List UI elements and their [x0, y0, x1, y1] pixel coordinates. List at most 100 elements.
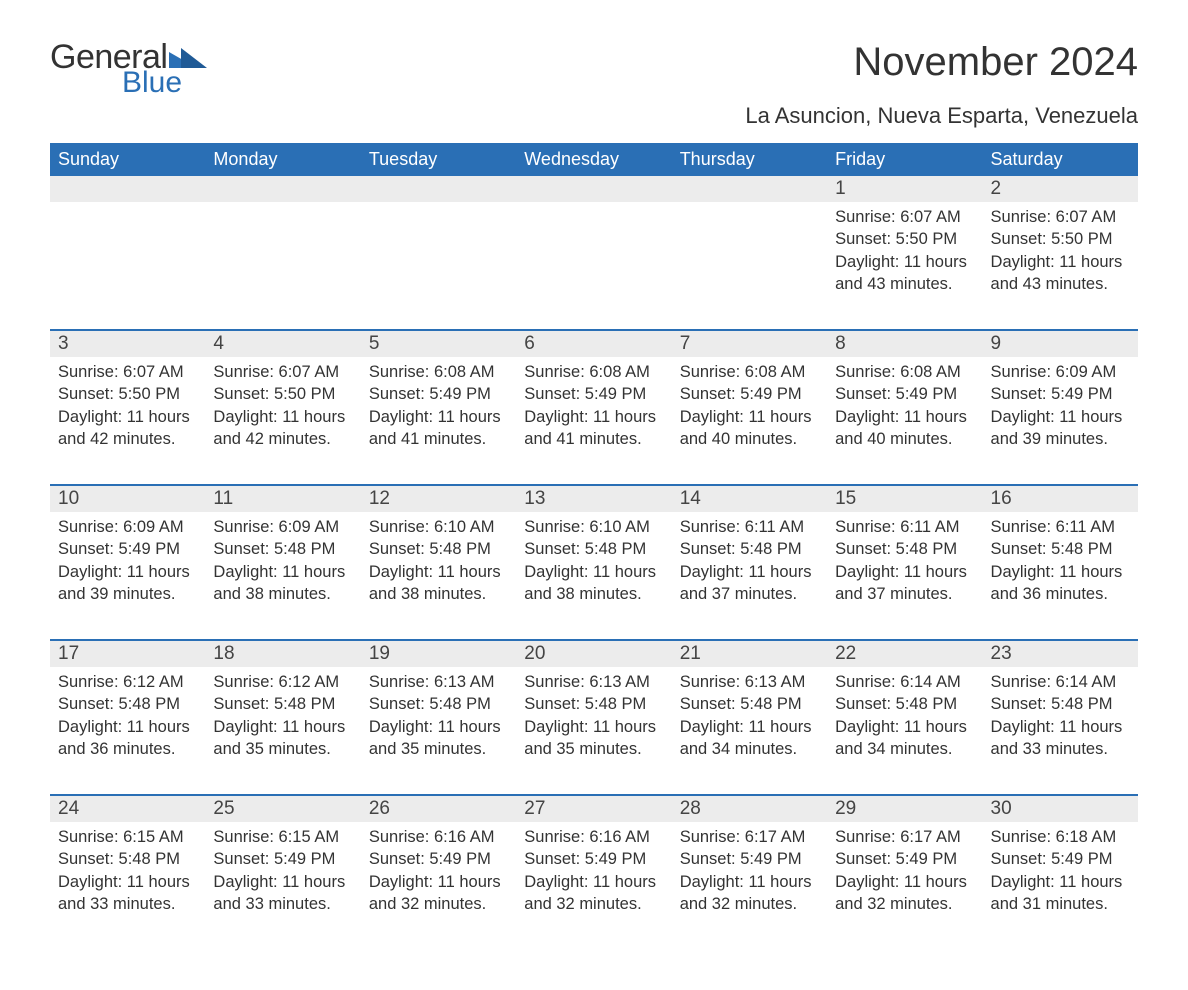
location-text: La Asuncion, Nueva Esparta, Venezuela	[745, 103, 1138, 129]
day-number-cell: 15	[827, 485, 982, 512]
day-number-cell	[672, 176, 827, 202]
day-number-cell: 4	[205, 330, 360, 357]
day-day2-text: and 40 minutes.	[680, 428, 819, 450]
day-day2-text: and 43 minutes.	[991, 273, 1130, 295]
day-day2-text: and 33 minutes.	[213, 893, 352, 915]
day-detail-cell: Sunrise: 6:11 AMSunset: 5:48 PMDaylight:…	[983, 512, 1138, 640]
day-number-cell: 23	[983, 640, 1138, 667]
day-sunset-text: Sunset: 5:49 PM	[524, 383, 663, 405]
day-detail-cell: Sunrise: 6:11 AMSunset: 5:48 PMDaylight:…	[827, 512, 982, 640]
day-day1-text: Daylight: 11 hours	[58, 406, 197, 428]
day-sunset-text: Sunset: 5:48 PM	[680, 693, 819, 715]
day-sunrise-text: Sunrise: 6:18 AM	[991, 826, 1130, 848]
day-day2-text: and 32 minutes.	[680, 893, 819, 915]
day-day1-text: Daylight: 11 hours	[524, 716, 663, 738]
day-sunrise-text: Sunrise: 6:11 AM	[680, 516, 819, 538]
day-day1-text: Daylight: 11 hours	[369, 406, 508, 428]
day-detail-cell: Sunrise: 6:12 AMSunset: 5:48 PMDaylight:…	[205, 667, 360, 795]
day-day1-text: Daylight: 11 hours	[835, 406, 974, 428]
day-detail-cell	[205, 202, 360, 330]
day-detail-cell: Sunrise: 6:07 AMSunset: 5:50 PMDaylight:…	[983, 202, 1138, 330]
day-detail-cell	[361, 202, 516, 330]
day-day1-text: Daylight: 11 hours	[213, 716, 352, 738]
day-number-cell: 8	[827, 330, 982, 357]
day-number-row: 12	[50, 176, 1138, 202]
day-sunrise-text: Sunrise: 6:16 AM	[369, 826, 508, 848]
day-detail-cell: Sunrise: 6:08 AMSunset: 5:49 PMDaylight:…	[827, 357, 982, 485]
day-sunrise-text: Sunrise: 6:08 AM	[369, 361, 508, 383]
day-number-cell: 28	[672, 795, 827, 822]
day-day1-text: Daylight: 11 hours	[680, 716, 819, 738]
weekday-header: Tuesday	[361, 143, 516, 176]
day-sunset-text: Sunset: 5:49 PM	[991, 848, 1130, 870]
day-day2-text: and 33 minutes.	[991, 738, 1130, 760]
day-sunset-text: Sunset: 5:49 PM	[835, 383, 974, 405]
day-number-cell	[516, 176, 671, 202]
day-day1-text: Daylight: 11 hours	[524, 871, 663, 893]
day-detail-cell: Sunrise: 6:16 AMSunset: 5:49 PMDaylight:…	[361, 822, 516, 950]
day-number-cell: 5	[361, 330, 516, 357]
day-day2-text: and 41 minutes.	[369, 428, 508, 450]
day-detail-cell: Sunrise: 6:07 AMSunset: 5:50 PMDaylight:…	[205, 357, 360, 485]
day-day2-text: and 38 minutes.	[213, 583, 352, 605]
day-sunrise-text: Sunrise: 6:12 AM	[213, 671, 352, 693]
day-number-cell: 1	[827, 176, 982, 202]
weekday-header: Wednesday	[516, 143, 671, 176]
weekday-header: Saturday	[983, 143, 1138, 176]
day-number-cell	[50, 176, 205, 202]
day-day1-text: Daylight: 11 hours	[213, 561, 352, 583]
day-day2-text: and 36 minutes.	[58, 738, 197, 760]
day-day1-text: Daylight: 11 hours	[58, 716, 197, 738]
day-sunset-text: Sunset: 5:48 PM	[58, 693, 197, 715]
day-day1-text: Daylight: 11 hours	[680, 871, 819, 893]
day-detail-cell: Sunrise: 6:14 AMSunset: 5:48 PMDaylight:…	[983, 667, 1138, 795]
day-day1-text: Daylight: 11 hours	[58, 871, 197, 893]
day-detail-row: Sunrise: 6:07 AMSunset: 5:50 PMDaylight:…	[50, 357, 1138, 485]
day-detail-cell	[516, 202, 671, 330]
day-day1-text: Daylight: 11 hours	[213, 871, 352, 893]
day-day2-text: and 34 minutes.	[680, 738, 819, 760]
day-day1-text: Daylight: 11 hours	[835, 561, 974, 583]
day-sunset-text: Sunset: 5:50 PM	[213, 383, 352, 405]
day-detail-cell: Sunrise: 6:13 AMSunset: 5:48 PMDaylight:…	[516, 667, 671, 795]
day-detail-cell: Sunrise: 6:09 AMSunset: 5:49 PMDaylight:…	[983, 357, 1138, 485]
day-sunrise-text: Sunrise: 6:09 AM	[58, 516, 197, 538]
day-day1-text: Daylight: 11 hours	[680, 406, 819, 428]
day-number-cell: 30	[983, 795, 1138, 822]
day-sunset-text: Sunset: 5:49 PM	[369, 383, 508, 405]
day-sunrise-text: Sunrise: 6:07 AM	[991, 206, 1130, 228]
day-detail-cell: Sunrise: 6:15 AMSunset: 5:48 PMDaylight:…	[50, 822, 205, 950]
day-number-cell: 14	[672, 485, 827, 512]
day-number-cell: 16	[983, 485, 1138, 512]
day-sunset-text: Sunset: 5:48 PM	[835, 693, 974, 715]
day-day2-text: and 37 minutes.	[680, 583, 819, 605]
day-detail-cell: Sunrise: 6:09 AMSunset: 5:48 PMDaylight:…	[205, 512, 360, 640]
day-day1-text: Daylight: 11 hours	[991, 406, 1130, 428]
day-day1-text: Daylight: 11 hours	[213, 406, 352, 428]
day-day2-text: and 32 minutes.	[835, 893, 974, 915]
day-number-cell: 11	[205, 485, 360, 512]
day-number-cell: 10	[50, 485, 205, 512]
day-sunset-text: Sunset: 5:50 PM	[58, 383, 197, 405]
day-sunrise-text: Sunrise: 6:09 AM	[991, 361, 1130, 383]
day-sunrise-text: Sunrise: 6:08 AM	[835, 361, 974, 383]
day-sunrise-text: Sunrise: 6:15 AM	[213, 826, 352, 848]
day-day2-text: and 38 minutes.	[524, 583, 663, 605]
day-number-cell: 9	[983, 330, 1138, 357]
day-number-cell: 24	[50, 795, 205, 822]
day-sunrise-text: Sunrise: 6:07 AM	[213, 361, 352, 383]
weekday-header: Thursday	[672, 143, 827, 176]
day-detail-cell: Sunrise: 6:12 AMSunset: 5:48 PMDaylight:…	[50, 667, 205, 795]
day-sunrise-text: Sunrise: 6:09 AM	[213, 516, 352, 538]
day-sunrise-text: Sunrise: 6:07 AM	[835, 206, 974, 228]
day-day1-text: Daylight: 11 hours	[835, 251, 974, 273]
day-number-cell: 25	[205, 795, 360, 822]
day-day2-text: and 39 minutes.	[58, 583, 197, 605]
day-number-cell	[361, 176, 516, 202]
day-detail-cell: Sunrise: 6:10 AMSunset: 5:48 PMDaylight:…	[516, 512, 671, 640]
day-sunrise-text: Sunrise: 6:17 AM	[835, 826, 974, 848]
day-day2-text: and 32 minutes.	[369, 893, 508, 915]
day-day2-text: and 32 minutes.	[524, 893, 663, 915]
day-number-row: 3456789	[50, 330, 1138, 357]
day-number-cell	[205, 176, 360, 202]
